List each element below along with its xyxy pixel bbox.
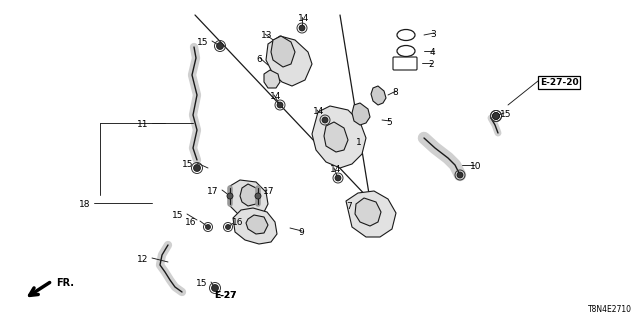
Text: 17: 17	[207, 187, 218, 196]
Circle shape	[299, 25, 305, 31]
Polygon shape	[266, 36, 312, 86]
Text: 14: 14	[270, 92, 282, 101]
Polygon shape	[271, 36, 295, 67]
Polygon shape	[355, 198, 381, 226]
Text: 15: 15	[172, 211, 183, 220]
Text: 14: 14	[330, 165, 341, 174]
Polygon shape	[246, 215, 268, 234]
Circle shape	[227, 193, 233, 199]
Text: E-27: E-27	[214, 291, 237, 300]
Circle shape	[205, 225, 211, 229]
Circle shape	[193, 164, 200, 172]
Text: 14: 14	[298, 14, 309, 23]
Text: 8: 8	[392, 88, 397, 97]
Text: 15: 15	[500, 110, 511, 119]
Polygon shape	[230, 180, 268, 220]
Text: T8N4E2710: T8N4E2710	[588, 305, 632, 314]
Text: 2: 2	[428, 60, 434, 69]
Circle shape	[322, 117, 328, 123]
Text: 15: 15	[195, 279, 207, 288]
Text: 16: 16	[184, 218, 196, 227]
Circle shape	[493, 113, 499, 119]
Polygon shape	[240, 184, 259, 206]
Polygon shape	[264, 70, 280, 88]
Polygon shape	[352, 103, 370, 125]
Circle shape	[335, 175, 341, 181]
Text: 5: 5	[386, 118, 392, 127]
Text: 16: 16	[232, 218, 243, 227]
Text: 17: 17	[263, 187, 275, 196]
Circle shape	[493, 113, 499, 119]
Polygon shape	[371, 86, 386, 105]
Polygon shape	[233, 208, 277, 244]
Text: 15: 15	[182, 160, 193, 169]
Text: 12: 12	[136, 255, 148, 264]
Text: 15: 15	[196, 38, 208, 47]
Text: 4: 4	[430, 48, 436, 57]
Circle shape	[277, 102, 283, 108]
Polygon shape	[346, 191, 396, 237]
Text: 11: 11	[136, 120, 148, 129]
Text: 14: 14	[313, 107, 324, 116]
Polygon shape	[324, 122, 348, 152]
Text: FR.: FR.	[56, 278, 74, 288]
Text: E-27-20: E-27-20	[540, 78, 579, 87]
Circle shape	[225, 225, 230, 229]
Text: E-27: E-27	[214, 291, 237, 300]
Text: 1: 1	[356, 138, 362, 147]
Circle shape	[211, 284, 218, 292]
Text: 18: 18	[79, 200, 90, 209]
Text: 3: 3	[430, 30, 436, 39]
Text: 6: 6	[256, 55, 262, 64]
Circle shape	[255, 193, 261, 199]
Text: 7: 7	[346, 202, 352, 211]
Text: 10: 10	[470, 162, 481, 171]
Circle shape	[457, 172, 463, 178]
Text: 9: 9	[298, 228, 304, 237]
Circle shape	[216, 43, 223, 50]
Polygon shape	[312, 106, 366, 168]
Text: 13: 13	[261, 31, 273, 40]
